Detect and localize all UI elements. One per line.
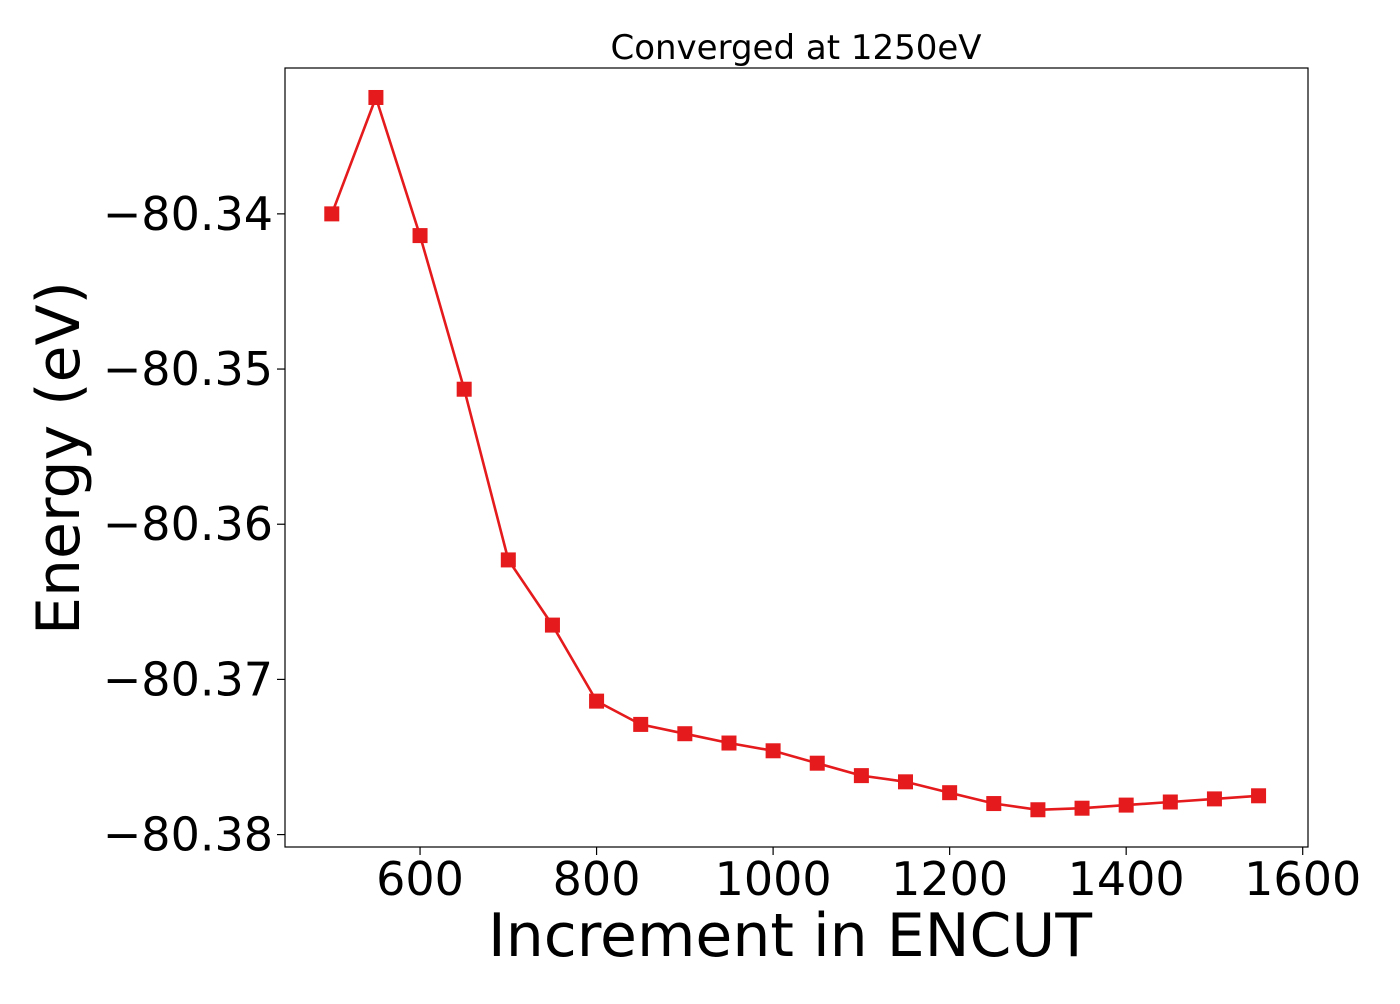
x-tick-label: 800 xyxy=(553,852,641,906)
data-point-marker xyxy=(721,735,737,751)
data-point-marker xyxy=(633,716,649,732)
y-axis-label: Energy (eV) xyxy=(24,281,94,635)
chart-title: Converged at 1250eV xyxy=(610,28,981,68)
data-point-marker xyxy=(368,89,384,105)
data-point-marker xyxy=(544,617,560,633)
x-axis-ticks: 600 800 1000 1200 1400 1600 xyxy=(376,847,1361,906)
data-point-marker xyxy=(986,796,1002,812)
data-point-marker xyxy=(809,755,825,771)
data-point-marker xyxy=(1162,794,1178,810)
data-point-marker xyxy=(500,552,516,568)
x-tick-label: 1000 xyxy=(715,852,832,906)
data-point-marker xyxy=(589,693,605,709)
y-tick-label: −80.37 xyxy=(103,652,273,706)
data-point-marker xyxy=(324,206,340,222)
x-tick-label: 600 xyxy=(376,852,464,906)
data-point-marker xyxy=(765,743,781,759)
data-point-marker xyxy=(412,228,428,244)
data-point-marker xyxy=(1074,800,1090,816)
y-tick-label: −80.35 xyxy=(103,342,273,396)
data-point-marker xyxy=(1206,791,1222,807)
data-point-marker xyxy=(942,785,958,801)
data-point-marker xyxy=(853,768,869,784)
data-point-marker xyxy=(1251,788,1267,804)
x-axis-label: Increment in ENCUT xyxy=(488,901,1092,971)
data-point-marker xyxy=(456,381,472,397)
y-tick-label: −80.34 xyxy=(103,187,273,241)
x-tick-label: 1200 xyxy=(891,852,1008,906)
series-line xyxy=(330,96,1259,812)
x-tick-label: 1600 xyxy=(1244,852,1361,906)
y-tick-label: −80.38 xyxy=(103,808,273,862)
plot-area-frame xyxy=(284,67,1309,848)
x-tick-label: 1400 xyxy=(1068,852,1185,906)
data-point-marker xyxy=(677,726,693,742)
y-axis-ticks: −80.34 −80.35 −80.36 −80.37 −80.38 xyxy=(103,187,285,862)
y-tick-label: −80.36 xyxy=(103,497,273,551)
data-point-marker xyxy=(898,774,914,790)
data-point-marker xyxy=(1030,802,1046,818)
data-point-marker xyxy=(1118,797,1134,813)
series-layer xyxy=(324,89,1267,818)
